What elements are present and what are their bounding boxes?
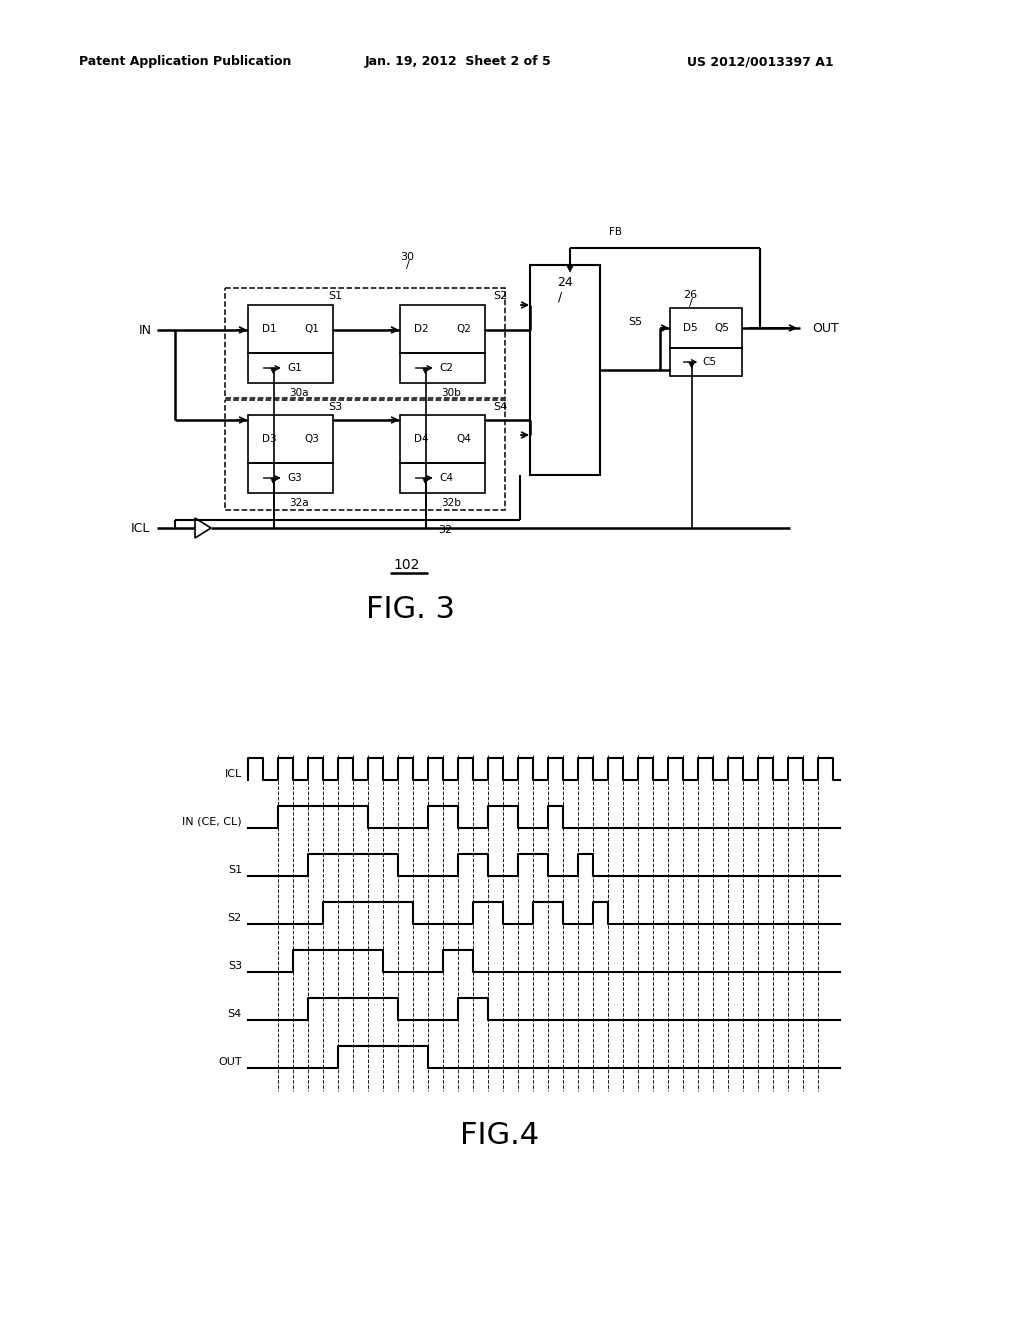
Bar — [225, 400, 505, 510]
Bar — [248, 352, 333, 383]
Text: Q3: Q3 — [304, 434, 319, 444]
Text: S2: S2 — [493, 290, 507, 301]
Text: ICL: ICL — [131, 521, 150, 535]
Text: 26: 26 — [683, 290, 697, 300]
Text: S4: S4 — [493, 403, 507, 412]
Text: S1: S1 — [228, 865, 242, 875]
Text: S5: S5 — [628, 317, 642, 327]
Bar — [400, 463, 485, 492]
Text: /: / — [407, 260, 410, 271]
Text: OUT: OUT — [218, 1057, 242, 1067]
Text: IN (CE, CL): IN (CE, CL) — [182, 817, 242, 828]
Bar — [248, 414, 333, 463]
Text: 30b: 30b — [441, 388, 461, 399]
Text: FIG.4: FIG.4 — [461, 1122, 540, 1151]
Polygon shape — [423, 368, 428, 374]
Text: FB: FB — [608, 227, 622, 238]
Text: OUT: OUT — [812, 322, 839, 334]
Text: G3: G3 — [288, 473, 302, 483]
Text: 32b: 32b — [441, 498, 461, 508]
Text: ICL: ICL — [224, 770, 242, 779]
Text: C4: C4 — [439, 473, 454, 483]
Text: D1: D1 — [262, 323, 276, 334]
Text: Q4: Q4 — [457, 434, 471, 444]
Text: FIG. 3: FIG. 3 — [366, 595, 455, 624]
Text: C2: C2 — [439, 363, 454, 374]
Text: D3: D3 — [262, 434, 276, 444]
Polygon shape — [688, 362, 694, 368]
Bar — [248, 305, 333, 352]
Text: 24: 24 — [557, 276, 572, 289]
Text: C5: C5 — [702, 356, 717, 367]
Text: Jan. 19, 2012  Sheet 2 of 5: Jan. 19, 2012 Sheet 2 of 5 — [365, 55, 551, 69]
Text: IN: IN — [139, 323, 152, 337]
Text: S2: S2 — [227, 913, 242, 923]
Polygon shape — [423, 478, 428, 484]
Bar — [248, 463, 333, 492]
Text: 30: 30 — [400, 252, 414, 261]
Polygon shape — [566, 265, 573, 272]
Bar — [400, 352, 485, 383]
Text: G1: G1 — [288, 363, 302, 374]
Text: S3: S3 — [228, 961, 242, 972]
Polygon shape — [270, 368, 276, 374]
Text: S1: S1 — [328, 290, 342, 301]
Text: Q5: Q5 — [715, 323, 729, 333]
Text: Q1: Q1 — [304, 323, 319, 334]
Text: 102: 102 — [394, 558, 420, 572]
Text: D4: D4 — [414, 434, 429, 444]
Text: US 2012/0013397 A1: US 2012/0013397 A1 — [687, 55, 834, 69]
Text: 32: 32 — [438, 525, 452, 535]
Bar — [225, 288, 505, 399]
Polygon shape — [270, 478, 276, 484]
Bar — [400, 305, 485, 352]
Bar — [670, 308, 742, 348]
Text: D2: D2 — [414, 323, 429, 334]
Text: S3: S3 — [328, 403, 342, 412]
Text: Patent Application Publication: Patent Application Publication — [79, 55, 291, 69]
Text: 32a: 32a — [289, 498, 309, 508]
Text: 30a: 30a — [289, 388, 309, 399]
Text: S4: S4 — [227, 1008, 242, 1019]
Bar — [400, 414, 485, 463]
Text: /: / — [689, 298, 693, 308]
Text: /: / — [558, 290, 562, 304]
Text: Q2: Q2 — [457, 323, 471, 334]
Bar — [670, 348, 742, 376]
Text: D5: D5 — [683, 323, 697, 333]
Bar — [530, 265, 600, 475]
